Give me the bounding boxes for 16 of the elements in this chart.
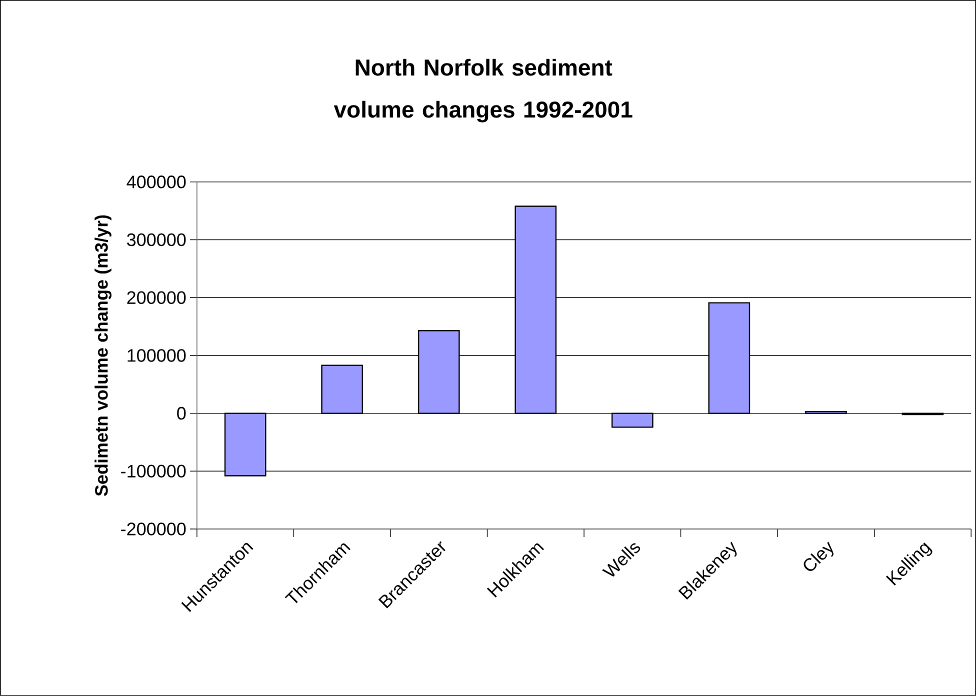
bar xyxy=(321,364,364,414)
bar xyxy=(514,206,557,414)
y-axis-title: Sedimetn volume change (m3/yr) xyxy=(94,215,112,496)
y-tick-label: 100000 xyxy=(128,349,186,362)
chart-title: North Norfolk sediment volume changes 1992-2001 xyxy=(334,58,632,122)
y-tick-label: 300000 xyxy=(127,233,186,246)
x-tick-label: Cley xyxy=(804,542,834,571)
y-tick-label: 200000 xyxy=(127,291,186,304)
y-tick-label: 400000 xyxy=(126,176,186,188)
y-tick-label: -100000 xyxy=(121,464,186,478)
bar xyxy=(611,412,654,428)
y-tick-label: 0 xyxy=(177,406,186,420)
bar xyxy=(708,302,750,414)
bar xyxy=(224,412,266,476)
bar xyxy=(418,330,460,414)
y-tick-label: -200000 xyxy=(121,522,186,536)
